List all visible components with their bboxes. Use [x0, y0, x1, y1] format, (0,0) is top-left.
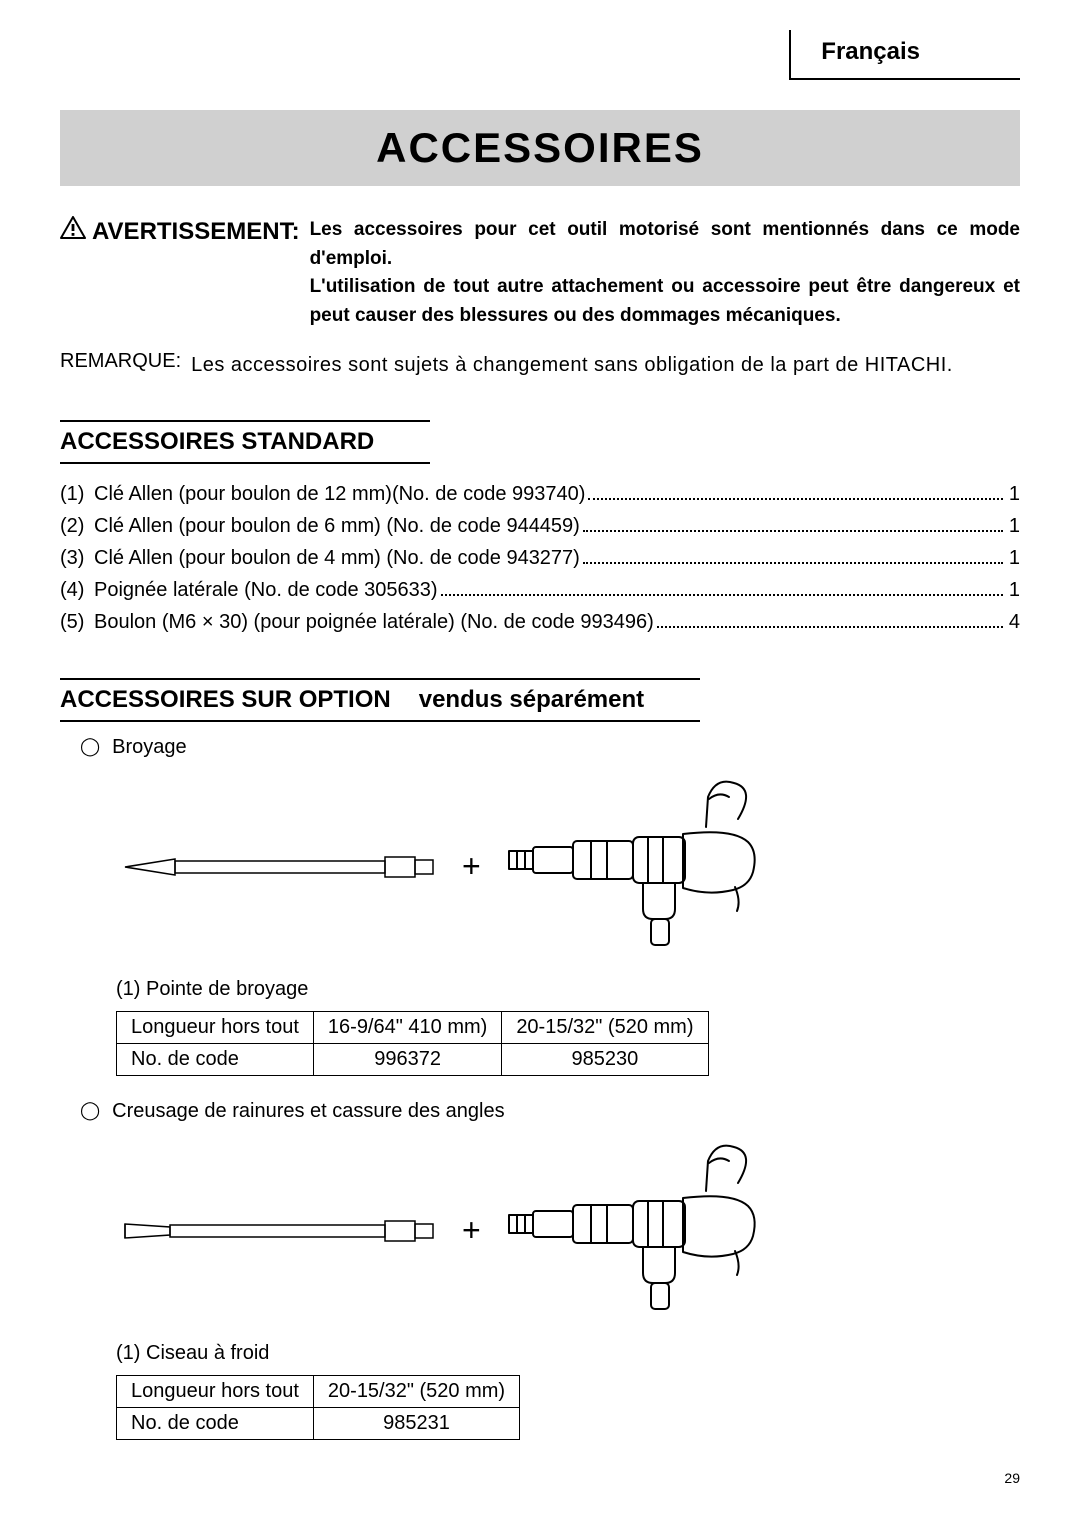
optional-heading: ACCESSOIRES SUR OPTION: [60, 686, 391, 714]
circle-icon: ◯: [80, 1100, 100, 1121]
table-cell: No. de code: [117, 1044, 314, 1076]
table-row: Longueur hors tout16-9/64" 410 mm)20-15/…: [117, 1012, 709, 1044]
figure-caption: (1) Pointe de broyage: [116, 978, 1020, 1001]
spec-table: Longueur hors tout16-9/64" 410 mm)20-15/…: [116, 1011, 709, 1076]
table-cell: No. de code: [117, 1408, 314, 1440]
standard-heading: ACCESSOIRES STANDARD: [60, 428, 1020, 456]
plus-icon: +: [462, 1212, 481, 1249]
table-row: No. de code985231: [117, 1408, 520, 1440]
rule: [60, 720, 700, 722]
warning-label-text: AVERTISSEMENT:: [92, 218, 300, 246]
rule: [60, 462, 430, 464]
rule: [60, 678, 700, 680]
optional-subheading: vendus séparément: [419, 686, 644, 714]
remark-block: REMARQUE: Les accessoires sont sujets à …: [60, 350, 1020, 380]
rule: [60, 420, 430, 422]
bit-flat-icon: [120, 1211, 440, 1251]
warning-block: AVERTISSEMENT: Les accessoires pour cet …: [60, 216, 1020, 330]
hammer-icon: [503, 1143, 773, 1318]
table-cell: 985230: [502, 1044, 708, 1076]
option-category: ◯Broyage: [80, 736, 1020, 759]
standard-list: (1)Clé Allen (pour boulon de 12 mm)(No. …: [60, 478, 1020, 638]
optional-heading-row: ACCESSOIRES SUR OPTION vendus séparément: [60, 686, 1020, 714]
list-item: (3)Clé Allen (pour boulon de 4 mm) (No. …: [60, 542, 1020, 574]
remark-label: REMARQUE:: [60, 350, 181, 373]
table-row: No. de code996372985230: [117, 1044, 709, 1076]
table-cell: 20-15/32" (520 mm): [502, 1012, 708, 1044]
bit-pointed-icon: [120, 847, 440, 887]
list-item: (5)Boulon (M6 × 30) (pour poignée latéra…: [60, 606, 1020, 638]
circle-icon: ◯: [80, 736, 100, 757]
plus-icon: +: [462, 848, 481, 885]
title-bar: ACCESSOIRES: [60, 110, 1020, 186]
table-row: Longueur hors tout20-15/32" (520 mm): [117, 1376, 520, 1408]
figure-caption: (1) Ciseau à froid: [116, 1342, 1020, 1365]
table-cell: 996372: [313, 1044, 501, 1076]
remark-text: Les accessoires sont sujets à changement…: [191, 350, 1020, 380]
page-title: ACCESSOIRES: [60, 124, 1020, 172]
graphics-row: +: [120, 779, 1020, 954]
top-bar: Français: [60, 30, 1020, 80]
option-category: ◯Creusage de rainures et cassure des ang…: [80, 1100, 1020, 1123]
list-item: (1)Clé Allen (pour boulon de 12 mm)(No. …: [60, 478, 1020, 510]
warning-text: Les accessoires pour cet outil motorisé …: [310, 216, 1020, 330]
table-cell: 985231: [313, 1408, 519, 1440]
table-cell: 20-15/32" (520 mm): [313, 1376, 519, 1408]
warning-label: AVERTISSEMENT:: [60, 216, 300, 247]
table-cell: Longueur hors tout: [117, 1376, 314, 1408]
warning-icon: [60, 216, 86, 247]
list-item: (2)Clé Allen (pour boulon de 6 mm) (No. …: [60, 510, 1020, 542]
table-cell: Longueur hors tout: [117, 1012, 314, 1044]
spec-table: Longueur hors tout20-15/32" (520 mm)No. …: [116, 1375, 520, 1440]
language-label: Français: [821, 38, 920, 65]
list-item: (4)Poignée latérale (No. de code 305633)…: [60, 574, 1020, 606]
page-number: 29: [60, 1470, 1020, 1486]
graphics-row: +: [120, 1143, 1020, 1318]
table-cell: 16-9/64" 410 mm): [313, 1012, 501, 1044]
language-box: Français: [789, 30, 1020, 80]
hammer-icon: [503, 779, 773, 954]
